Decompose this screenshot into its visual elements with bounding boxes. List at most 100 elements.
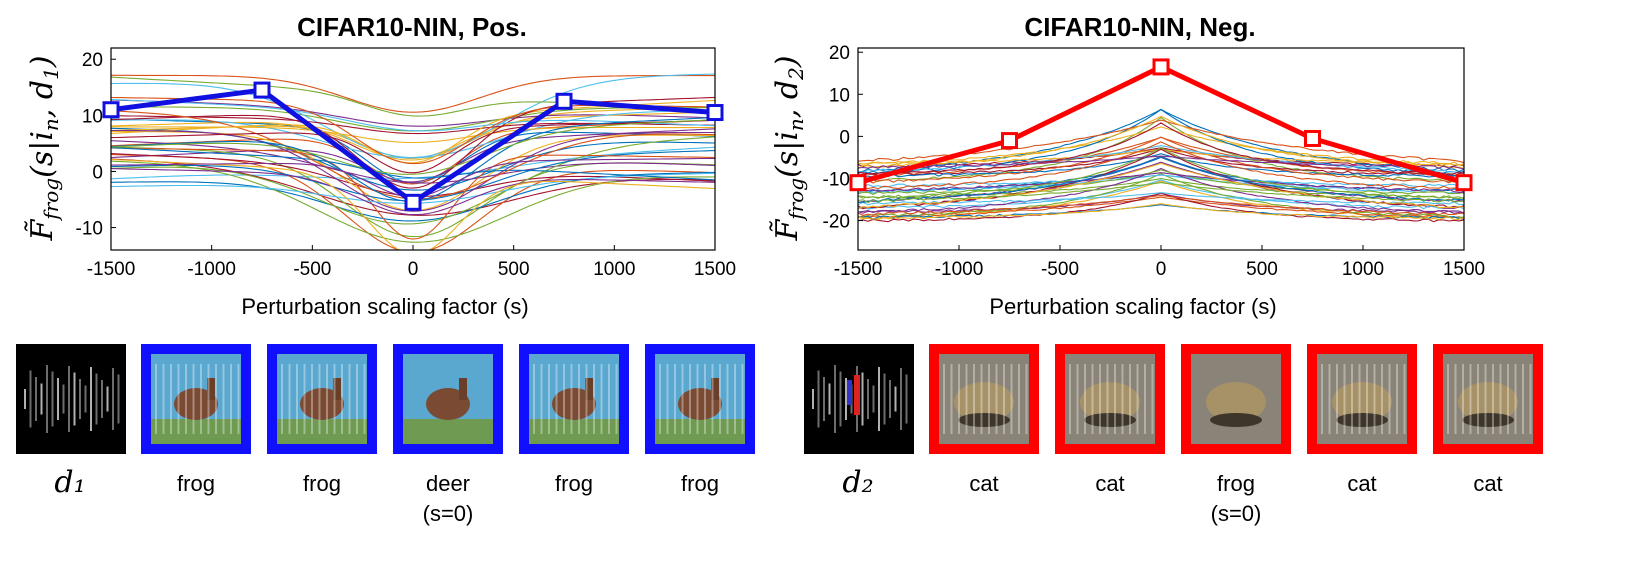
axis-ticks: -1500 -1000 -500 0 500 1000 1500 -10 0 10 20 <box>76 50 737 280</box>
direction-label: d₂ <box>842 465 873 500</box>
perturbed-image <box>519 344 629 454</box>
chart-title: CIFAR10-NIN, Pos. <box>297 12 527 42</box>
x-tick-label: 1000 <box>1342 259 1384 280</box>
background-curve <box>858 172 1464 193</box>
highlight-point <box>1455 174 1473 192</box>
background-curve <box>111 73 715 159</box>
x-tick-label: 500 <box>498 259 530 280</box>
background-curve <box>111 119 715 174</box>
background-curve <box>111 147 715 240</box>
y-tick-label: -10 <box>76 219 103 240</box>
image-caption: cat <box>969 471 998 496</box>
background-curve <box>111 119 715 175</box>
highlight-point <box>849 174 867 192</box>
background-curve <box>858 162 1464 210</box>
image-caption: frog <box>1217 471 1255 496</box>
highlight-point <box>555 92 573 110</box>
x-tick-label: -1500 <box>87 259 136 280</box>
axis-ticks: -1500 -1000 -500 0 500 1000 1500 -20 -10 0 10 20 <box>823 43 1486 280</box>
perturbed-image <box>929 344 1039 454</box>
y-tick-label: 10 <box>82 106 103 127</box>
highlight-point <box>253 81 271 99</box>
highlight-point <box>706 104 724 122</box>
background-curve <box>858 169 1464 195</box>
image-strip-negative: d₂ cat cat frog (s=0) cat cat <box>804 344 1543 526</box>
background-curve <box>858 126 1464 166</box>
y-tick-label: -20 <box>823 212 850 233</box>
x-tick-label: 0 <box>408 259 419 280</box>
image-caption: cat <box>1095 471 1124 496</box>
highlight-series <box>102 81 724 211</box>
highlight-point <box>1001 132 1018 150</box>
x-tick-label: 1500 <box>694 259 736 280</box>
background-curve <box>858 141 1464 190</box>
perturbed-image <box>141 344 251 454</box>
background-curve <box>111 136 715 225</box>
background-curve <box>111 126 715 144</box>
background-curve <box>111 106 715 161</box>
highlight-point <box>102 101 120 119</box>
x-tick-label: -500 <box>1041 259 1079 280</box>
perturbed-image <box>1181 344 1291 454</box>
background-curve <box>858 203 1464 221</box>
background-curve <box>858 122 1464 175</box>
svg-text:F̃frog(s|in, d2): F̃frog(s|in, d2) <box>770 55 808 241</box>
y-tick-label: 20 <box>829 43 850 64</box>
y-tick-label: 0 <box>839 127 850 148</box>
direction-label: d₁ <box>54 465 85 500</box>
x-tick-label: 1000 <box>593 259 635 280</box>
y-tick-label: 0 <box>92 162 103 183</box>
image-caption: deer <box>426 471 470 496</box>
background-curve <box>858 194 1464 216</box>
background-curve <box>858 156 1464 203</box>
x-tick-label: 1500 <box>1443 259 1485 280</box>
chart-title: CIFAR10-NIN, Neg. <box>1024 12 1255 42</box>
background-curve <box>858 155 1464 170</box>
y-axis-label: F̃frog(s|in, d2) <box>770 55 808 241</box>
background-curve <box>858 108 1464 175</box>
background-curve <box>858 146 1464 200</box>
x-axis-label: Perturbation scaling factor (s) <box>241 294 528 319</box>
x-tick-label: 500 <box>1246 259 1278 280</box>
y-tick-label: -10 <box>823 169 850 190</box>
y-tick-label: 20 <box>82 50 103 71</box>
image-caption: cat <box>1473 471 1502 496</box>
image-caption: frog <box>177 471 215 496</box>
svg-text:F̃frog(s|in, d1): F̃frog(s|in, d1) <box>25 55 63 241</box>
perturbed-image <box>267 344 377 454</box>
perturbed-image <box>1307 344 1417 454</box>
highlight-point <box>404 193 422 211</box>
background-curve <box>858 167 1464 214</box>
x-tick-label: -1000 <box>187 259 236 280</box>
chart-positive: CIFAR10-NIN, Pos. -1500 -1000 -500 0 500 1000… <box>25 12 737 319</box>
background-curve <box>858 172 1464 218</box>
perturbed-image <box>1433 344 1543 454</box>
image-caption: frog <box>555 471 593 496</box>
direction-image <box>804 344 914 454</box>
background-curve <box>111 74 715 113</box>
x-axis-label: Perturbation scaling factor (s) <box>989 294 1276 319</box>
image-strip-positive: d₁ frog frog deer (s=0) frog frog <box>16 344 755 526</box>
background-curve <box>111 147 715 181</box>
background-curve <box>111 140 715 184</box>
image-caption: cat <box>1347 471 1376 496</box>
perturbed-image <box>645 344 755 454</box>
background-curves <box>858 108 1464 223</box>
direction-image <box>16 344 126 454</box>
background-curve <box>858 182 1464 204</box>
background-curve <box>858 192 1464 206</box>
x-tick-label: -1500 <box>834 259 883 280</box>
background-curve <box>858 115 1464 170</box>
image-caption: frog <box>681 471 719 496</box>
chart-negative: CIFAR10-NIN, Neg. -1500 -1000 -500 0 500 1000… <box>770 12 1486 319</box>
background-curve <box>111 129 715 212</box>
x-tick-label: 0 <box>1156 259 1167 280</box>
y-axis-label: F̃frog(s|in, d1) <box>25 55 63 241</box>
perturbed-image <box>1055 344 1165 454</box>
image-caption-note: (s=0) <box>423 501 474 526</box>
highlight-point <box>1152 58 1170 76</box>
background-curve <box>111 171 715 222</box>
highlight-series <box>849 58 1473 192</box>
image-caption-note: (s=0) <box>1211 501 1262 526</box>
